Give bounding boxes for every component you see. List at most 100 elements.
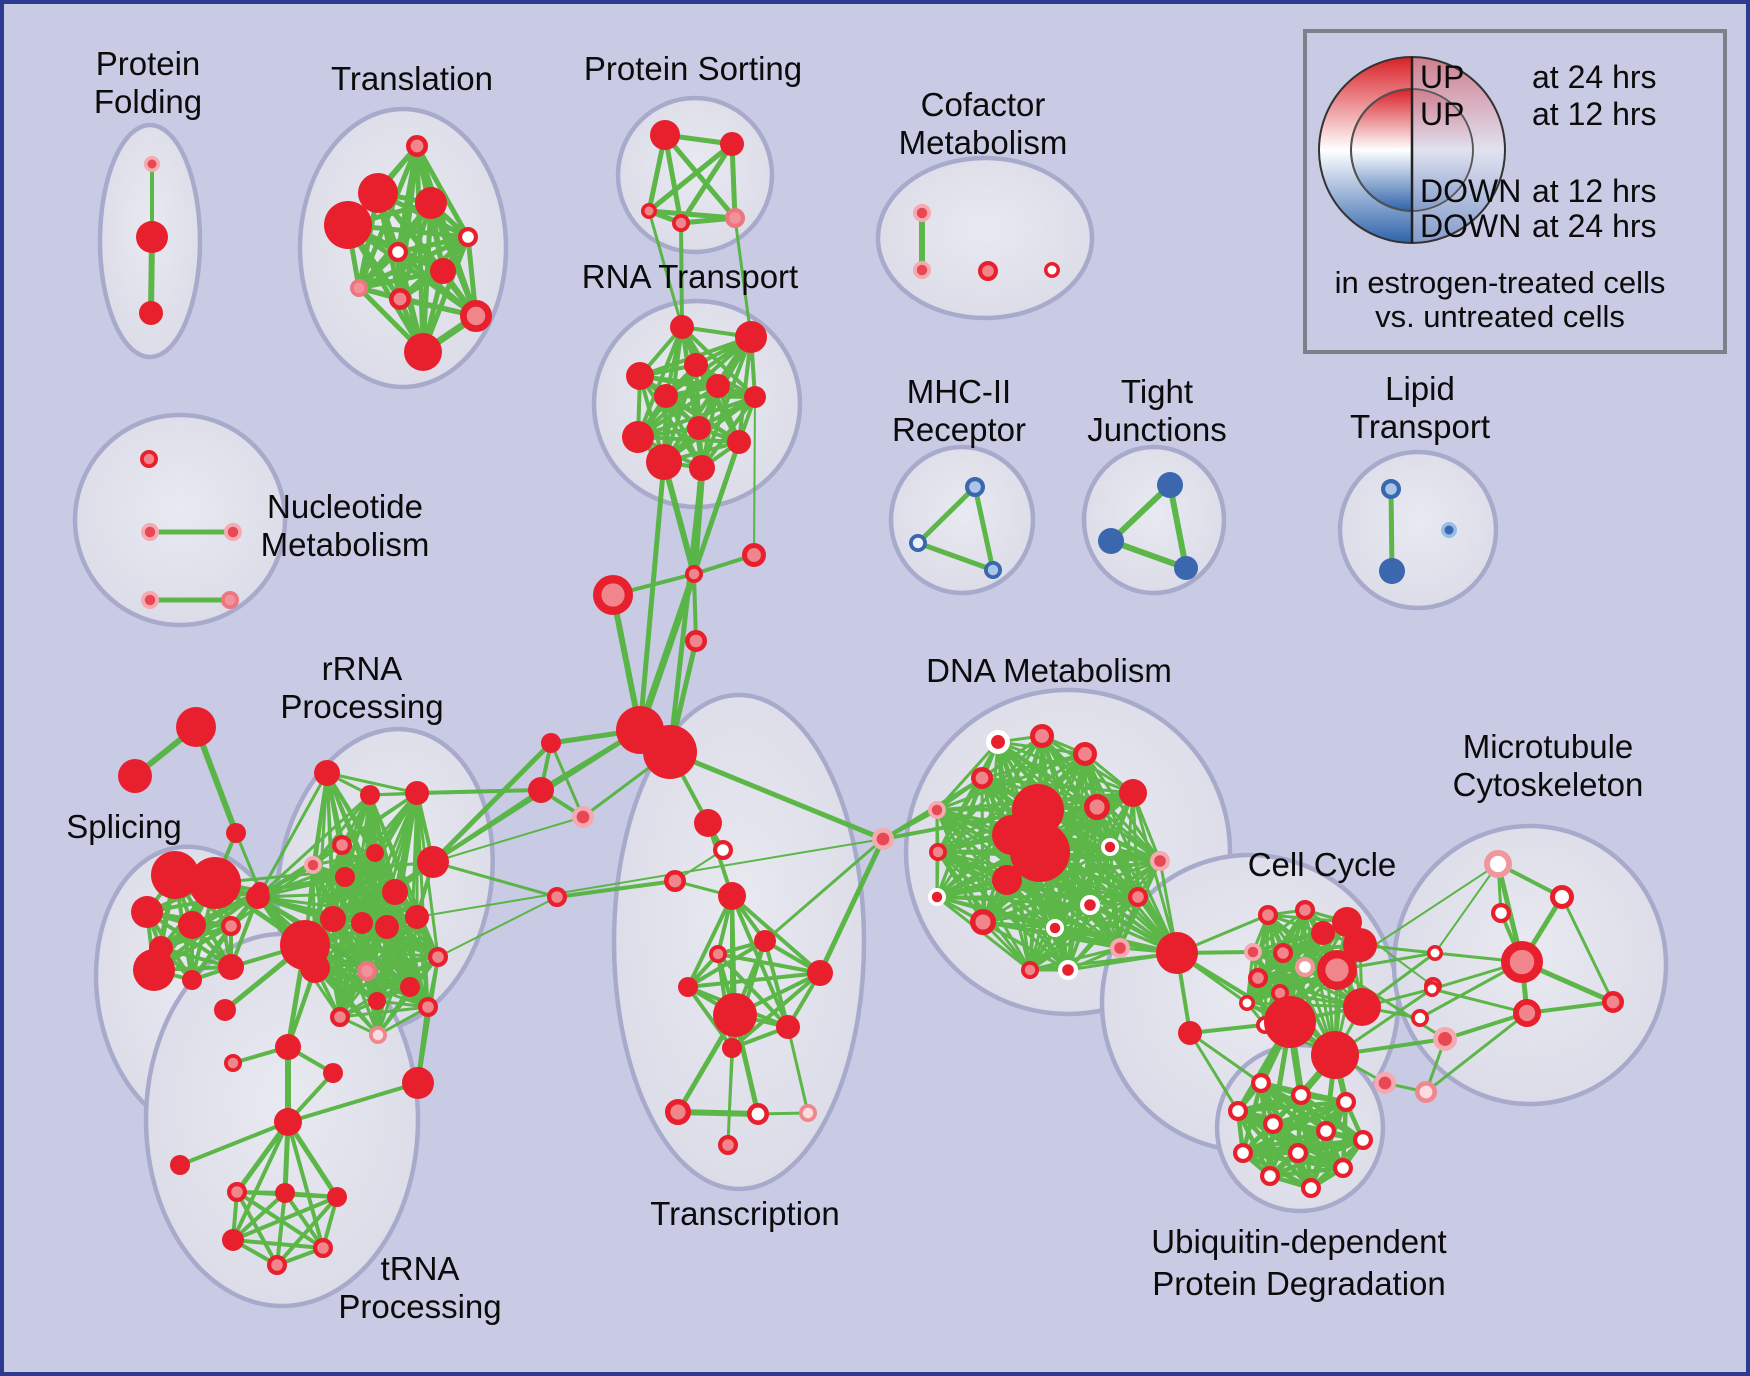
node-dn13 xyxy=(1149,850,1170,871)
edge xyxy=(311,851,377,867)
edge xyxy=(275,1191,287,1267)
edge xyxy=(1005,878,1140,899)
node-wn2 xyxy=(528,777,554,803)
legend-row-1-time: at 24 hrs xyxy=(1532,59,1657,95)
edge xyxy=(915,540,996,573)
edge xyxy=(231,1195,339,1242)
edge xyxy=(420,234,471,355)
edge xyxy=(285,1119,340,1200)
cluster-label-mh-line1: MHC-II xyxy=(907,373,1011,410)
node-pf2 xyxy=(136,221,168,253)
node-ts13 xyxy=(664,1098,691,1125)
node-cc2 xyxy=(1294,899,1315,920)
node-rr11 xyxy=(351,912,373,934)
node-tn5 xyxy=(274,1108,302,1136)
cluster-label-ub-line2: Protein Degradation xyxy=(1152,1265,1446,1302)
node-nm4 xyxy=(140,591,159,610)
node-nm2 xyxy=(140,523,159,542)
edge xyxy=(935,895,1092,907)
edge xyxy=(313,955,440,970)
edge xyxy=(258,875,347,893)
edge xyxy=(1005,878,1179,955)
node-mc7 xyxy=(1602,990,1625,1013)
legend-row-2-direction: UP xyxy=(1420,96,1464,132)
node-ub5 xyxy=(1262,1113,1283,1134)
cluster-shell-mh xyxy=(888,444,1036,596)
edge xyxy=(730,971,822,1050)
node-rt10 xyxy=(727,430,751,454)
node-dn10 xyxy=(992,815,1032,855)
node-ts5 xyxy=(546,886,567,907)
node-tl4 xyxy=(324,201,372,249)
node-cf1 xyxy=(913,203,932,222)
node-dn2 xyxy=(1030,724,1055,749)
edge xyxy=(1095,805,1162,863)
edge xyxy=(1388,486,1395,574)
node-dn22 xyxy=(1057,959,1078,980)
node-cf4 xyxy=(1044,262,1060,278)
node-tn8 xyxy=(275,1183,295,1203)
node-rr13 xyxy=(405,905,429,929)
node-rt9 xyxy=(622,421,654,453)
node-tn3 xyxy=(323,1063,343,1083)
cluster-label-pf-line2: Folding xyxy=(94,83,202,120)
node-tl8 xyxy=(350,279,369,298)
node-rr1 xyxy=(314,760,340,786)
node-sp3 xyxy=(131,896,163,928)
node-cc7 xyxy=(1272,942,1293,963)
edge xyxy=(231,1120,290,1242)
legend-note-line2: vs. untreated cells xyxy=(1375,299,1625,334)
node-tl7 xyxy=(430,258,456,284)
node-cc8 xyxy=(1294,956,1315,977)
legend: UP at 24 hrs UP at 12 hrs DOWN at 12 hrs DOWN a… xyxy=(1303,29,1727,354)
node-nm3 xyxy=(223,523,242,542)
edge xyxy=(275,1195,339,1267)
edge xyxy=(716,952,790,1029)
node-lt1 xyxy=(1380,479,1401,500)
node-cc17 xyxy=(1178,1021,1202,1045)
cluster-shell-ts xyxy=(611,692,867,1192)
cluster-label-tn-line1: tRNA xyxy=(381,1250,460,1287)
node-mc2 xyxy=(1550,885,1575,910)
edge xyxy=(365,969,430,1009)
edge xyxy=(325,771,419,795)
edge xyxy=(636,435,741,444)
node-hb4 xyxy=(684,629,707,652)
node-sp4 xyxy=(178,911,206,939)
node-tl1 xyxy=(405,134,428,157)
edge xyxy=(638,374,757,399)
node-cc19 xyxy=(1433,1027,1458,1052)
edge xyxy=(686,894,734,989)
node-rr12 xyxy=(375,915,399,939)
edge xyxy=(686,971,822,989)
node-rr9 xyxy=(382,879,408,905)
edge xyxy=(395,234,471,255)
edge xyxy=(549,741,585,819)
node-dn7 xyxy=(1083,793,1110,820)
edge xyxy=(915,484,978,546)
edge xyxy=(286,1081,420,1124)
node-mc6 xyxy=(1424,981,1440,997)
cluster-shell-nm xyxy=(72,412,288,628)
edge xyxy=(555,879,677,899)
node-rr8 xyxy=(246,885,270,909)
cluster-label-mc-line1: Microtubule xyxy=(1463,728,1634,765)
node-cc12 xyxy=(1239,995,1255,1011)
node-cc1 xyxy=(1257,904,1278,925)
cluster-label-mh-line2: Receptor xyxy=(892,411,1026,448)
node-rt6 xyxy=(654,384,678,408)
node-wn1 xyxy=(541,733,561,753)
node-dn14 xyxy=(992,865,1022,895)
cluster-label-tn-line2: Processing xyxy=(338,1288,501,1325)
node-px1 xyxy=(742,543,767,568)
node-dn15 xyxy=(928,888,947,907)
edge xyxy=(981,903,1092,924)
node-ts7 xyxy=(709,945,728,964)
edge xyxy=(1443,1011,1529,1041)
node-ub10 xyxy=(1332,1157,1353,1178)
node-tn1 xyxy=(214,999,236,1021)
edge xyxy=(700,395,757,470)
edge xyxy=(1251,908,1307,954)
cluster-label-dn-line1: DNA Metabolism xyxy=(926,652,1172,689)
edge xyxy=(664,394,757,399)
